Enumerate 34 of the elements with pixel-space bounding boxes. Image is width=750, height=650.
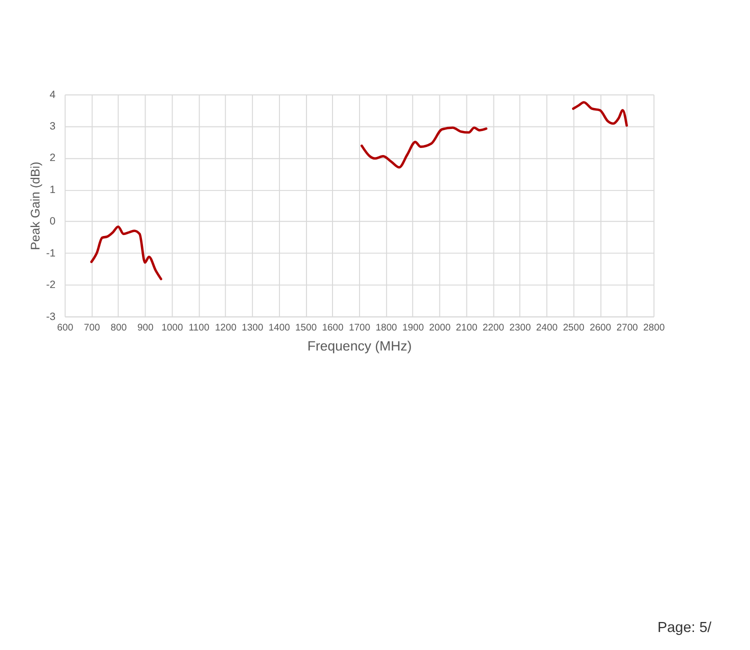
y-tick-label: 1 <box>50 184 56 196</box>
y-tick-label: -2 <box>46 279 56 292</box>
x-tick-label: 2600 <box>590 322 612 334</box>
x-tick-label: 2400 <box>536 322 558 334</box>
x-tick-label: 1200 <box>215 322 236 334</box>
x-tick-label: 1600 <box>322 322 344 334</box>
x-tick-label: 2100 <box>456 322 478 334</box>
x-tick-label: 900 <box>137 322 154 334</box>
x-axis-title: Frequency (MHz) <box>307 338 412 354</box>
x-tick-label: 700 <box>84 322 100 334</box>
y-tick-label: 0 <box>50 216 56 228</box>
x-tick-label: 1000 <box>161 322 183 334</box>
x-tick-label: 2800 <box>643 322 665 334</box>
x-tick-label: 1700 <box>348 322 370 334</box>
y-tick-label: 2 <box>50 152 56 164</box>
text: Page: 5/ <box>657 620 712 636</box>
x-tick-label: 1500 <box>295 322 317 334</box>
x-tick-label: 1900 <box>402 322 424 334</box>
x-tick-label: 1100 <box>188 322 210 334</box>
x-tick-label: 1800 <box>376 322 398 334</box>
x-tick-label: 2700 <box>616 322 638 334</box>
x-tick-label: 600 <box>57 322 74 334</box>
x-tick-label: 2300 <box>509 322 531 334</box>
y-tick-label: -1 <box>46 247 56 260</box>
x-tick-label: 1400 <box>268 322 290 334</box>
y-tick-label: -3 <box>46 310 56 323</box>
y-tick-label: 4 <box>50 88 56 101</box>
x-tick-label: 2000 <box>429 322 451 334</box>
y-axis-title: Peak Gain (dBi) <box>28 162 42 250</box>
y-tick-label: 3 <box>50 120 56 133</box>
x-tick-label: 2500 <box>562 322 584 334</box>
x-tick-label: 1300 <box>242 322 264 334</box>
x-tick-label: 2200 <box>482 322 504 334</box>
x-tick-label: 800 <box>110 322 127 334</box>
